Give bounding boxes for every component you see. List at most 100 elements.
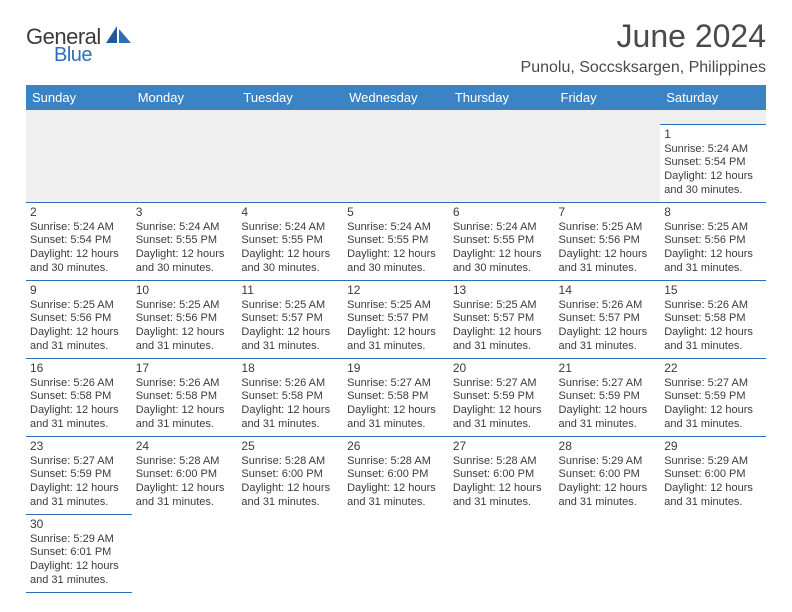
day-line: Daylight: 12 hours and 31 minutes. bbox=[559, 326, 657, 354]
day-line: Sunset: 5:54 PM bbox=[664, 156, 762, 170]
day-number: 27 bbox=[453, 439, 551, 454]
day-line: Sunset: 5:55 PM bbox=[453, 234, 551, 248]
day-line: Sunset: 5:58 PM bbox=[664, 312, 762, 326]
day-line: Sunset: 5:57 PM bbox=[347, 312, 445, 326]
day-line: Sunset: 6:01 PM bbox=[30, 546, 128, 560]
day-cell: 2Sunrise: 5:24 AMSunset: 5:54 PMDaylight… bbox=[26, 202, 132, 280]
day-line: Daylight: 12 hours and 31 minutes. bbox=[559, 482, 657, 510]
day-line: Sunset: 6:00 PM bbox=[453, 468, 551, 482]
day-line: Sunrise: 5:28 AM bbox=[347, 455, 445, 469]
day-cell bbox=[237, 124, 343, 202]
day-cell bbox=[343, 124, 449, 202]
day-cell: 6Sunrise: 5:24 AMSunset: 5:55 PMDaylight… bbox=[449, 202, 555, 280]
day-line: Sunset: 5:54 PM bbox=[30, 234, 128, 248]
dow-fri: Friday bbox=[555, 85, 661, 110]
day-line: Sunset: 5:58 PM bbox=[241, 390, 339, 404]
day-line: Sunrise: 5:25 AM bbox=[30, 299, 128, 313]
day-number: 30 bbox=[30, 517, 128, 532]
day-number: 3 bbox=[136, 205, 234, 220]
day-cell bbox=[449, 124, 555, 202]
day-number: 17 bbox=[136, 361, 234, 376]
day-line: Sunset: 5:59 PM bbox=[664, 390, 762, 404]
day-number: 12 bbox=[347, 283, 445, 298]
day-cell: 5Sunrise: 5:24 AMSunset: 5:55 PMDaylight… bbox=[343, 202, 449, 280]
day-cell: 30Sunrise: 5:29 AMSunset: 6:01 PMDayligh… bbox=[26, 514, 132, 592]
day-cell bbox=[237, 514, 343, 592]
week-row: 2 Sunrise: 5:24 AM Sunset: 5:54 PM Daylight… bbox=[26, 202, 766, 280]
day-cell: 4Sunrise: 5:24 AMSunset: 5:55 PMDaylight… bbox=[237, 202, 343, 280]
day-cell bbox=[555, 514, 661, 592]
day-cell: 23Sunrise: 5:27 AMSunset: 5:59 PMDayligh… bbox=[26, 436, 132, 514]
day-line: Sunset: 5:59 PM bbox=[559, 390, 657, 404]
day-line: Sunrise: 5:24 AM bbox=[136, 221, 234, 235]
calendar-table: Sunday Monday Tuesday Wednesday Thursday… bbox=[26, 85, 766, 593]
day-number: 2 bbox=[30, 205, 128, 220]
dow-sat: Saturday bbox=[660, 85, 766, 110]
day-line: Sunrise: 5:25 AM bbox=[559, 221, 657, 235]
day-line: Daylight: 12 hours and 31 minutes. bbox=[664, 248, 762, 276]
day-line: Daylight: 12 hours and 31 minutes. bbox=[30, 404, 128, 432]
day-line: Sunrise: 5:28 AM bbox=[241, 455, 339, 469]
day-line: Sunrise: 5:28 AM bbox=[453, 455, 551, 469]
week-row: 30Sunrise: 5:29 AMSunset: 6:01 PMDayligh… bbox=[26, 514, 766, 592]
day-number: 1 bbox=[664, 127, 762, 142]
day-line: Sunset: 5:57 PM bbox=[559, 312, 657, 326]
day-line: Sunrise: 5:28 AM bbox=[136, 455, 234, 469]
day-line: Daylight: 12 hours and 30 minutes. bbox=[136, 248, 234, 276]
day-line: Sunset: 5:59 PM bbox=[453, 390, 551, 404]
day-cell: 25Sunrise: 5:28 AMSunset: 6:00 PMDayligh… bbox=[237, 436, 343, 514]
day-line: Sunrise: 5:25 AM bbox=[664, 221, 762, 235]
day-cell: 1Sunrise: 5:24 AMSunset: 5:54 PMDaylight… bbox=[660, 124, 766, 202]
header: General Blue June 2024 Punolu, Soccsksar… bbox=[26, 18, 766, 77]
day-line: Daylight: 12 hours and 31 minutes. bbox=[347, 404, 445, 432]
day-number: 9 bbox=[30, 283, 128, 298]
calendar-body: 1Sunrise: 5:24 AMSunset: 5:54 PMDaylight… bbox=[26, 110, 766, 592]
day-line: Sunrise: 5:29 AM bbox=[664, 455, 762, 469]
day-line: Sunset: 6:00 PM bbox=[136, 468, 234, 482]
day-cell: 7Sunrise: 5:25 AMSunset: 5:56 PMDaylight… bbox=[555, 202, 661, 280]
day-line: Sunset: 6:00 PM bbox=[559, 468, 657, 482]
day-line: Sunrise: 5:25 AM bbox=[241, 299, 339, 313]
dow-tue: Tuesday bbox=[237, 85, 343, 110]
day-cell: 14Sunrise: 5:26 AMSunset: 5:57 PMDayligh… bbox=[555, 280, 661, 358]
day-line: Sunrise: 5:27 AM bbox=[453, 377, 551, 391]
day-number: 18 bbox=[241, 361, 339, 376]
day-number: 10 bbox=[136, 283, 234, 298]
day-cell: 8Sunrise: 5:25 AMSunset: 5:56 PMDaylight… bbox=[660, 202, 766, 280]
day-line: Sunset: 6:00 PM bbox=[241, 468, 339, 482]
day-line: Daylight: 12 hours and 30 minutes. bbox=[664, 170, 762, 198]
week-row: 1Sunrise: 5:24 AMSunset: 5:54 PMDaylight… bbox=[26, 124, 766, 202]
logo: General Blue bbox=[26, 18, 132, 67]
day-number: 4 bbox=[241, 205, 339, 220]
day-line: Sunrise: 5:27 AM bbox=[559, 377, 657, 391]
day-line: Sunrise: 5:27 AM bbox=[347, 377, 445, 391]
day-cell: 29Sunrise: 5:29 AMSunset: 6:00 PMDayligh… bbox=[660, 436, 766, 514]
day-line: Daylight: 12 hours and 31 minutes. bbox=[347, 482, 445, 510]
day-number: 14 bbox=[559, 283, 657, 298]
day-line: Daylight: 12 hours and 31 minutes. bbox=[559, 248, 657, 276]
day-number: 16 bbox=[30, 361, 128, 376]
day-number: 29 bbox=[664, 439, 762, 454]
day-line: Sunset: 5:59 PM bbox=[30, 468, 128, 482]
day-line: Daylight: 12 hours and 31 minutes. bbox=[136, 482, 234, 510]
blank-row bbox=[26, 110, 766, 124]
day-line: Sunrise: 5:24 AM bbox=[453, 221, 551, 235]
day-line: Sunset: 5:56 PM bbox=[30, 312, 128, 326]
dow-thu: Thursday bbox=[449, 85, 555, 110]
day-line: Sunrise: 5:27 AM bbox=[664, 377, 762, 391]
day-line: Sunrise: 5:24 AM bbox=[347, 221, 445, 235]
day-number: 24 bbox=[136, 439, 234, 454]
dow-mon: Monday bbox=[132, 85, 238, 110]
day-line: Sunset: 5:57 PM bbox=[453, 312, 551, 326]
day-line: Daylight: 12 hours and 31 minutes. bbox=[30, 560, 128, 588]
day-line: Sunrise: 5:25 AM bbox=[136, 299, 234, 313]
day-line: Sunrise: 5:24 AM bbox=[241, 221, 339, 235]
day-line: Daylight: 12 hours and 31 minutes. bbox=[241, 482, 339, 510]
day-line: Daylight: 12 hours and 31 minutes. bbox=[241, 404, 339, 432]
day-cell bbox=[26, 124, 132, 202]
day-cell: 18Sunrise: 5:26 AMSunset: 5:58 PMDayligh… bbox=[237, 358, 343, 436]
day-cell: 22Sunrise: 5:27 AMSunset: 5:59 PMDayligh… bbox=[660, 358, 766, 436]
day-cell: 28Sunrise: 5:29 AMSunset: 6:00 PMDayligh… bbox=[555, 436, 661, 514]
day-line: Daylight: 12 hours and 30 minutes. bbox=[347, 248, 445, 276]
dow-sun: Sunday bbox=[26, 85, 132, 110]
